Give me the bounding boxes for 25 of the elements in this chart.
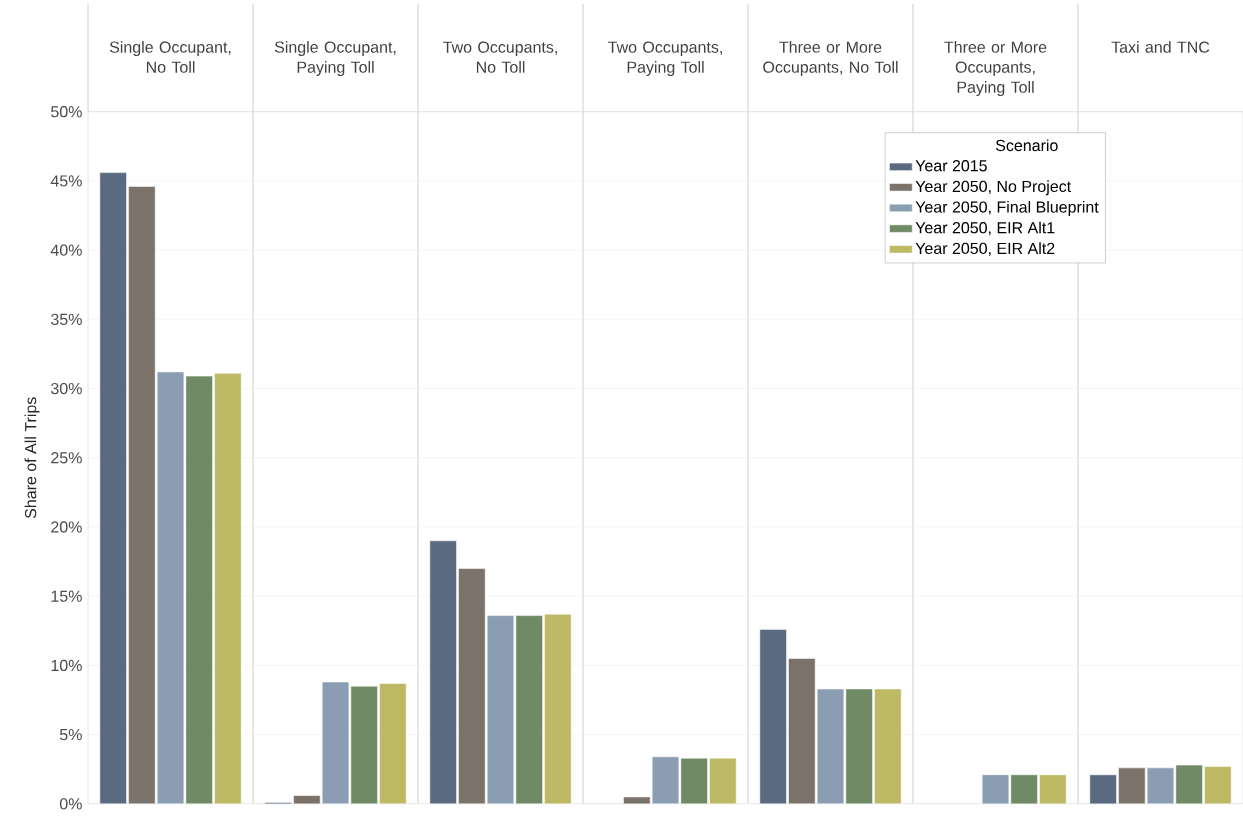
- y-tick-label: 45%: [50, 175, 82, 187]
- legend-title: Scenario: [995, 139, 1058, 152]
- legend-label: Year 2050, EIR Alt1: [915, 221, 1055, 236]
- x-tick-label: Three or More Occupants, Paying Toll: [944, 40, 1047, 96]
- x-tick-label: Three or More Occupants, No Toll: [763, 40, 898, 76]
- x-tick-label: Two Occupants, No Toll: [443, 41, 557, 73]
- x-tick-label: Single Occupant, No Toll: [109, 40, 231, 73]
- x-tick-label: Taxi and TNC: [1111, 40, 1210, 53]
- y-tick-label: 5%: [59, 728, 82, 741]
- y-tick-label: 40%: [50, 244, 82, 256]
- legend-label: Year 2050, No Project: [915, 180, 1072, 196]
- y-tick-label: 35%: [51, 313, 82, 325]
- legend-label: Year 2050, Final Blueprint: [915, 200, 1099, 216]
- legend-label: Year 2015: [915, 159, 987, 172]
- y-axis-title: Share of All Trips: [24, 397, 40, 519]
- y-tick-label: 30%: [51, 382, 82, 395]
- legend-label: Year 2050, EIR Alt2: [915, 242, 1055, 256]
- y-tick-label: 0%: [59, 798, 82, 810]
- x-tick-label: Two Occupants, Paying Toll: [608, 41, 722, 76]
- y-tick-label: 25%: [51, 452, 82, 464]
- y-tick-label: 50%: [51, 105, 82, 118]
- y-tick-label: 20%: [51, 521, 82, 533]
- y-tick-label: 10%: [51, 659, 82, 671]
- x-tick-label: Single Occupant, Paying Toll: [274, 40, 396, 76]
- y-tick-label: 15%: [51, 590, 82, 602]
